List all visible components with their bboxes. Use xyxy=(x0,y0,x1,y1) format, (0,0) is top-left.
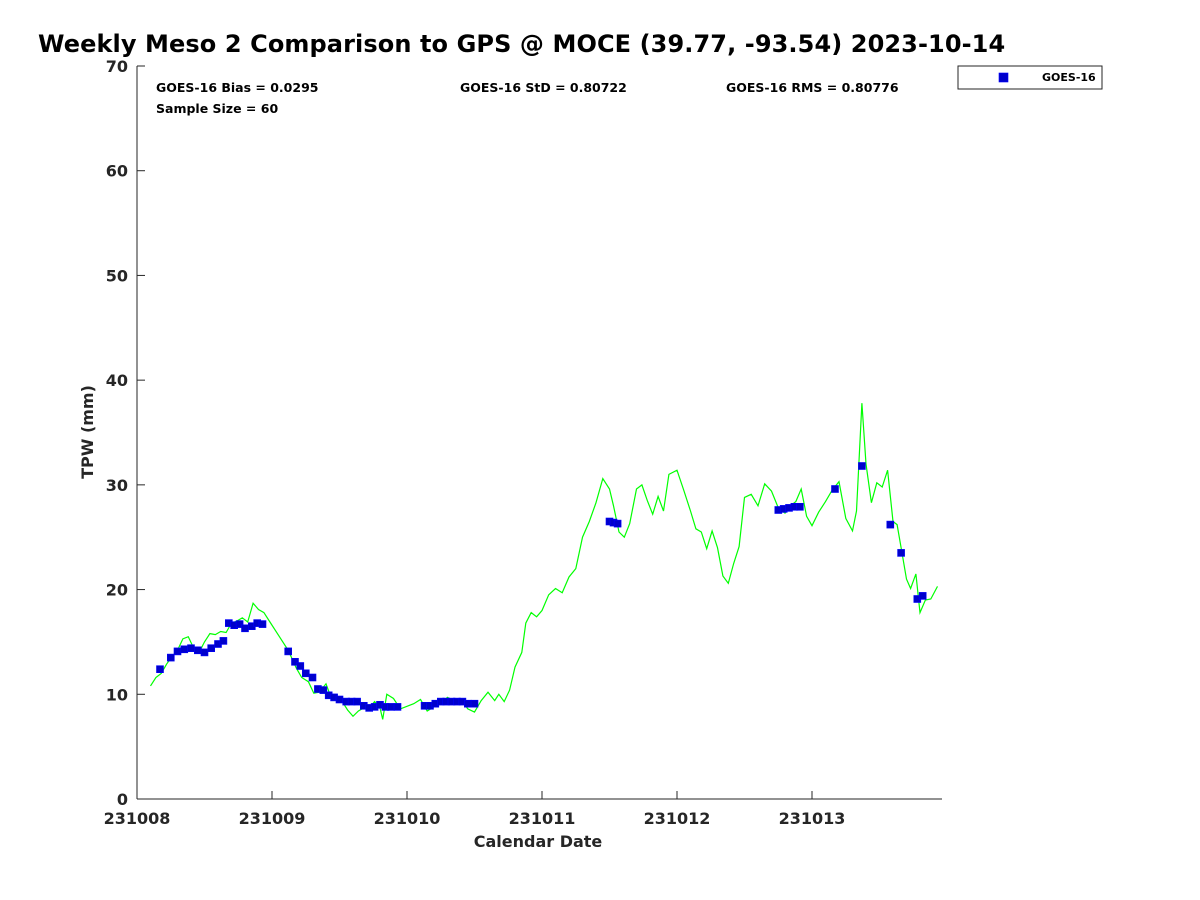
goes16-point xyxy=(187,644,195,653)
y-tick-label: 0 xyxy=(117,790,128,809)
goes16-point xyxy=(156,665,164,674)
goes16-point xyxy=(353,697,361,706)
stat-bias: GOES-16 Bias = 0.0295 xyxy=(156,80,318,95)
goes16-point xyxy=(219,637,228,645)
x-tick-label: 231009 xyxy=(239,809,306,828)
goes16-point xyxy=(296,662,305,670)
x-tick-label: 231011 xyxy=(509,809,576,828)
goes16-point xyxy=(180,645,189,654)
goes16-point xyxy=(308,673,317,682)
chart-title: Weekly Meso 2 Comparison to GPS @ MOCE (… xyxy=(38,30,1006,58)
y-axis-label: TPW (mm) xyxy=(78,385,97,479)
goes16-point xyxy=(858,462,866,470)
x-tick-label: 231013 xyxy=(779,809,846,828)
goes16-series xyxy=(156,462,927,712)
goes16-point xyxy=(386,703,395,711)
y-tick-label: 30 xyxy=(106,476,128,495)
y-tick-label: 50 xyxy=(106,266,128,285)
legend-marker-goes16 xyxy=(998,72,1009,83)
goes16-point xyxy=(200,648,209,657)
goes16-point xyxy=(167,653,175,662)
gps-line xyxy=(149,403,939,720)
goes16-point xyxy=(284,647,293,656)
legend-box xyxy=(957,65,1103,90)
goes16-point xyxy=(291,657,299,666)
goes16-point xyxy=(886,520,895,529)
goes16-point xyxy=(319,686,328,694)
goes16-point xyxy=(235,620,244,628)
y-tick-label: 20 xyxy=(106,581,128,600)
goes16-point xyxy=(393,703,402,711)
goes16-point xyxy=(470,699,479,708)
legend: GOES-16 xyxy=(957,65,1103,90)
x-tick-label: 231008 xyxy=(104,809,171,828)
y-tick-label: 60 xyxy=(106,162,128,181)
x-tick-label: 231010 xyxy=(374,809,441,828)
x-axis-label: Calendar Date xyxy=(474,832,603,851)
stat-rms: GOES-16 RMS = 0.80776 xyxy=(726,80,899,95)
goes16-point xyxy=(194,646,202,655)
goes16-point xyxy=(897,549,905,557)
stat-sample-size: Sample Size = 60 xyxy=(156,101,278,116)
goes16-point xyxy=(796,502,804,511)
goes16-point xyxy=(335,695,344,704)
goes16-point xyxy=(918,592,927,600)
goes16-point xyxy=(463,699,472,708)
axes xyxy=(136,66,942,800)
goes16-point xyxy=(613,519,622,528)
goes16-point xyxy=(258,620,267,628)
x-tick-label: 231012 xyxy=(644,809,711,828)
y-tick-label: 70 xyxy=(106,57,128,76)
stats-annotations: GOES-16 Bias = 0.0295 GOES-16 StD = 0.80… xyxy=(156,80,899,116)
x-ticks: 231008 231009 231010 231011 231012 231013 xyxy=(104,791,846,828)
goes16-point xyxy=(301,669,310,678)
legend-label-goes16: GOES-16 xyxy=(1042,71,1096,84)
goes16-point xyxy=(241,624,249,633)
gps-series xyxy=(149,403,939,720)
stat-std: GOES-16 StD = 0.80722 xyxy=(460,80,627,95)
y-ticks: 0 10 20 30 40 50 60 70 xyxy=(106,57,145,809)
y-tick-label: 10 xyxy=(106,685,128,704)
goes16-point xyxy=(207,644,215,653)
goes16-point xyxy=(173,647,182,656)
y-tick-label: 40 xyxy=(106,371,128,390)
goes16-point xyxy=(831,485,839,493)
